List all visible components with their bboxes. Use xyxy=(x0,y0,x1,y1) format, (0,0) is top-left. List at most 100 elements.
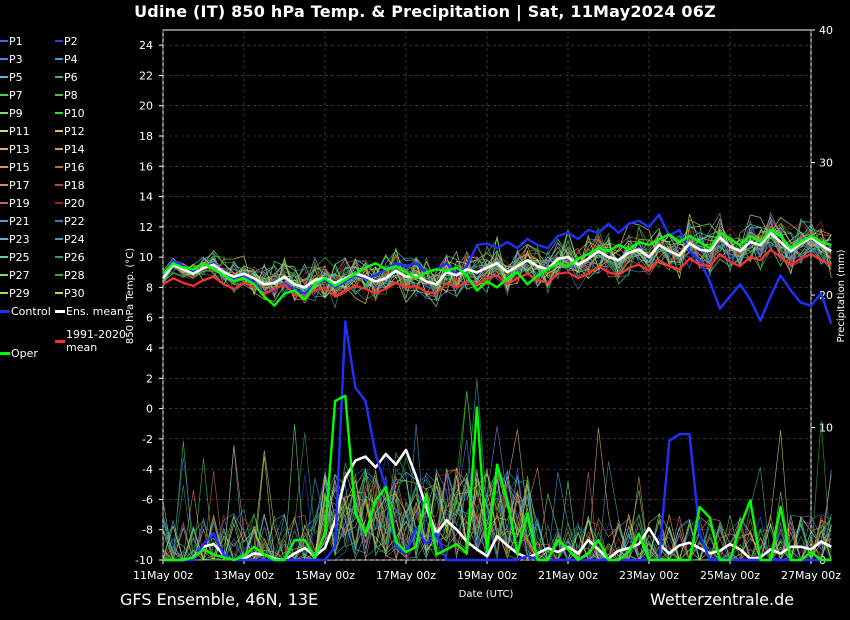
legend-label: P17 xyxy=(9,178,30,192)
legend-item: P22 xyxy=(55,214,85,228)
legend-swatch xyxy=(0,58,8,60)
legend-label: P2 xyxy=(64,34,78,48)
legend-item: P1 xyxy=(0,34,23,48)
x-axis-label: Date (UTC) xyxy=(459,589,514,600)
legend-item: P16 xyxy=(55,160,85,174)
legend-item: Oper xyxy=(0,346,38,360)
y-tick-label: -8 xyxy=(142,524,153,537)
member-temp-line xyxy=(162,225,832,309)
precip-line-oper xyxy=(163,394,832,562)
legend-label: P16 xyxy=(64,160,85,174)
y-tick-label: 12 xyxy=(139,221,153,234)
legend-label: P23 xyxy=(9,232,30,246)
legend-item: P11 xyxy=(0,124,30,138)
legend-item: 1991-2020 mean xyxy=(55,328,126,354)
legend-label: P11 xyxy=(9,124,30,138)
legend-swatch xyxy=(0,202,8,204)
legend-item: P30 xyxy=(55,286,85,300)
legend-item: P23 xyxy=(0,232,30,246)
legend-item: P3 xyxy=(0,52,23,66)
legend-label: P10 xyxy=(64,106,85,120)
y-tick-label: 0 xyxy=(146,403,153,416)
y-tick-label: -2 xyxy=(142,433,153,446)
legend-swatch xyxy=(0,274,8,276)
legend-label: P25 xyxy=(9,250,30,264)
legend-label: P29 xyxy=(9,286,30,300)
legend-label: P6 xyxy=(64,70,78,84)
legend-item: Ens. mean xyxy=(55,304,124,318)
x-tick-label: 11May 00z xyxy=(133,569,193,582)
legend-item: P4 xyxy=(55,52,78,66)
legend-label: P20 xyxy=(64,196,85,210)
temp-line-control xyxy=(162,213,833,325)
legend-swatch xyxy=(0,351,10,355)
legend-swatch xyxy=(0,220,8,222)
temp-line-1991-2020-mean xyxy=(162,248,832,298)
legend-label: P12 xyxy=(64,124,85,138)
legend-item: P18 xyxy=(55,178,85,192)
legend-label: P15 xyxy=(9,160,30,174)
legend-label: P24 xyxy=(64,232,85,246)
legend-swatch xyxy=(0,184,8,186)
legend-item: P13 xyxy=(0,142,30,156)
x-tick-label: 13May 00z xyxy=(214,569,274,582)
legend-swatch xyxy=(0,292,8,294)
y-axis-label: 850 hPa Temp. (°C) xyxy=(125,248,136,344)
legend-label: P8 xyxy=(64,88,78,102)
y-tick-label: 20 xyxy=(139,100,153,113)
temp-line-oper xyxy=(162,228,832,307)
legend-label: P30 xyxy=(64,286,85,300)
legend-item: P24 xyxy=(55,232,85,246)
legend-label: P7 xyxy=(9,88,23,102)
legend-label: P5 xyxy=(9,70,23,84)
legend-swatch xyxy=(55,94,63,96)
legend-item: P7 xyxy=(0,88,23,102)
y2-tick-label: 10 xyxy=(819,422,833,435)
legend-swatch xyxy=(55,58,63,60)
legend-swatch xyxy=(0,148,8,150)
legend-swatch xyxy=(0,94,8,96)
legend-swatch xyxy=(55,220,63,222)
legend-item: P17 xyxy=(0,178,30,192)
y-tick-label: -10 xyxy=(135,554,153,567)
y-tick-label: 10 xyxy=(139,251,153,264)
legend-swatch xyxy=(55,238,63,240)
legend-swatch xyxy=(55,256,63,258)
legend-label: P18 xyxy=(64,178,85,192)
chart-title: Udine (IT) 850 hPa Temp. & Precipitation… xyxy=(134,2,716,21)
y-tick-label: 4 xyxy=(146,342,153,355)
x-tick-label: 15May 00z xyxy=(295,569,355,582)
y-tick-label: -6 xyxy=(142,493,153,506)
legend-item: P28 xyxy=(55,268,85,282)
legend-swatch xyxy=(55,40,63,42)
legend-item: P27 xyxy=(0,268,30,282)
legend-swatch xyxy=(0,166,8,168)
legend-swatch xyxy=(0,309,10,313)
y2-axis-label: Precipitation (mm) xyxy=(836,249,847,342)
legend-swatch xyxy=(0,40,8,42)
legend-item: Control xyxy=(0,304,51,318)
footer-model-info: GFS Ensemble, 46N, 13E xyxy=(120,590,319,609)
y-tick-label: 6 xyxy=(146,312,153,325)
legend-item: P25 xyxy=(0,250,30,264)
legend-item: P10 xyxy=(55,106,85,120)
legend-swatch xyxy=(0,76,8,78)
member-temp-line xyxy=(162,221,832,304)
footer-site[interactable]: Wetterzentrale.de xyxy=(650,590,795,609)
temp-line-ens-mean xyxy=(161,231,832,289)
legend-swatch xyxy=(0,238,8,240)
legend-swatch xyxy=(55,184,63,186)
legend-swatch xyxy=(55,76,63,78)
legend-label: P26 xyxy=(64,250,85,264)
x-tick-label: 27May 00z xyxy=(781,569,841,582)
y-tick-label: 16 xyxy=(139,160,153,173)
y-tick-label: 2 xyxy=(146,372,153,385)
legend-item: P5 xyxy=(0,70,23,84)
x-tick-label: 23May 00z xyxy=(619,569,679,582)
legend-item: P2 xyxy=(55,34,78,48)
legend-label: P21 xyxy=(9,214,30,228)
legend-swatch xyxy=(55,130,63,132)
legend-item: P26 xyxy=(55,250,85,264)
